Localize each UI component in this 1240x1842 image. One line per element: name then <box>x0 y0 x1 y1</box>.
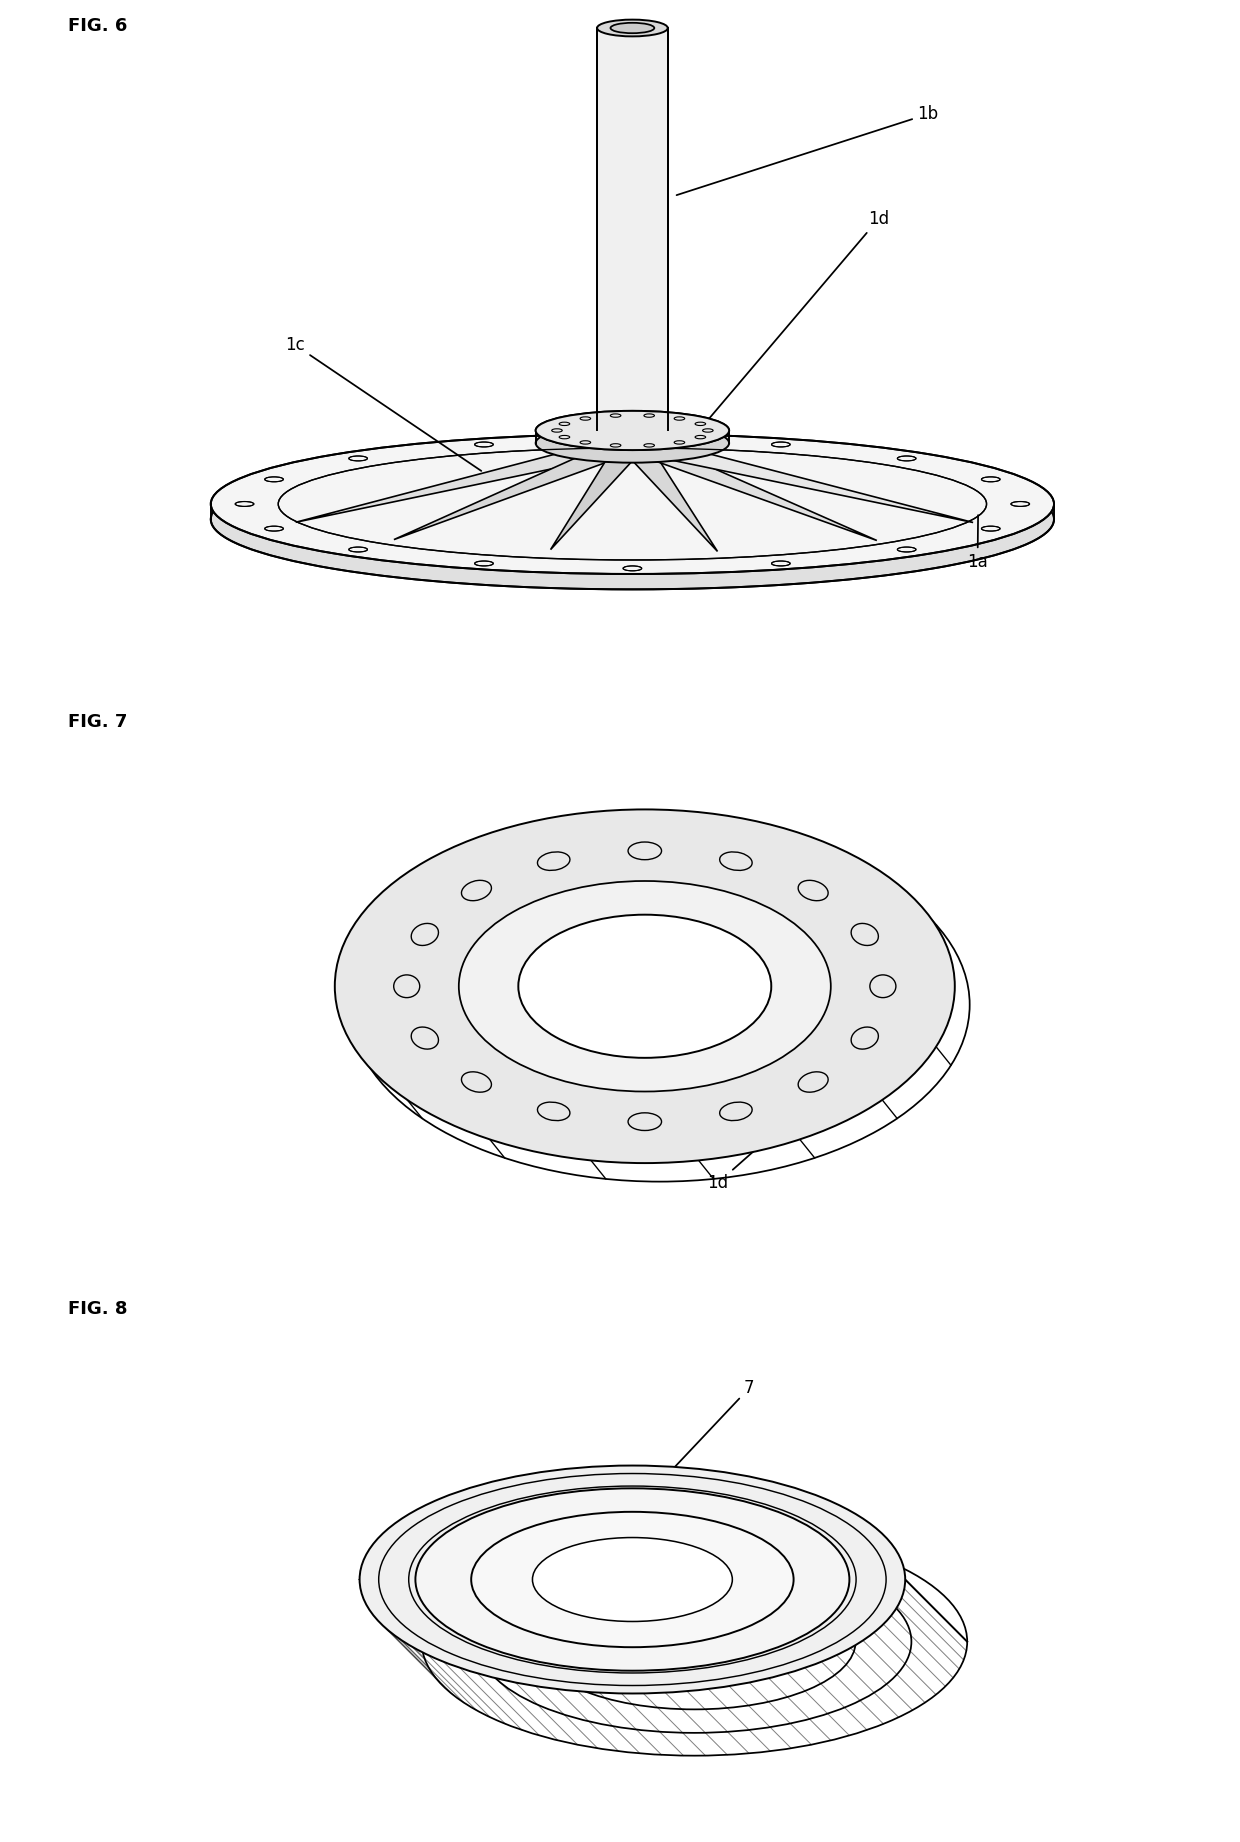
Ellipse shape <box>471 1512 794 1647</box>
Text: 7: 7 <box>672 1380 754 1470</box>
Ellipse shape <box>536 411 729 449</box>
Text: 1b: 1b <box>677 105 939 195</box>
Text: FIG. 8: FIG. 8 <box>68 1300 128 1317</box>
Text: 1c: 1c <box>285 335 481 472</box>
Polygon shape <box>618 440 718 551</box>
Polygon shape <box>551 440 647 549</box>
Polygon shape <box>627 435 973 523</box>
Ellipse shape <box>211 449 1054 589</box>
Ellipse shape <box>459 880 831 1092</box>
Text: 1d: 1d <box>707 210 889 422</box>
Polygon shape <box>622 437 877 540</box>
Ellipse shape <box>532 1538 733 1621</box>
Ellipse shape <box>596 20 667 37</box>
Ellipse shape <box>415 1488 849 1671</box>
Ellipse shape <box>518 915 771 1057</box>
Ellipse shape <box>536 424 729 462</box>
Polygon shape <box>295 435 637 523</box>
Ellipse shape <box>610 22 655 33</box>
Polygon shape <box>596 28 667 431</box>
Ellipse shape <box>360 1466 905 1693</box>
Ellipse shape <box>536 411 729 449</box>
Text: FIG. 6: FIG. 6 <box>68 18 128 35</box>
Ellipse shape <box>211 435 1054 575</box>
Text: FIG. 7: FIG. 7 <box>68 713 128 731</box>
Polygon shape <box>394 437 642 540</box>
Ellipse shape <box>335 809 955 1162</box>
Text: 1a: 1a <box>967 516 988 571</box>
Text: 1d: 1d <box>707 1140 766 1192</box>
